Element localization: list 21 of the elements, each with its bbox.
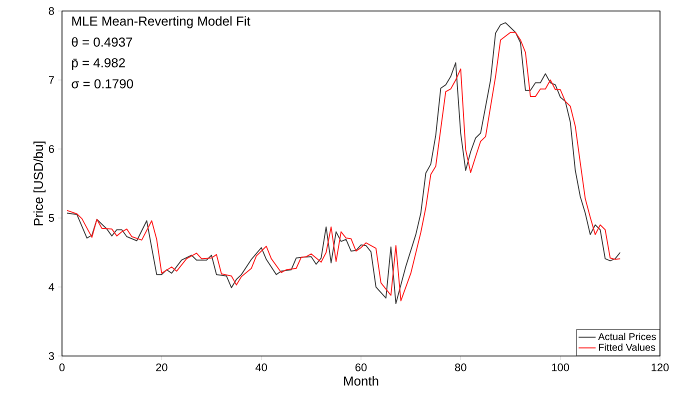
y-tick-label: 4 xyxy=(48,283,54,291)
legend-label: Fitted Values xyxy=(598,344,656,351)
y-tick-label: 7 xyxy=(48,76,54,84)
x-tick-label: 120 xyxy=(652,364,669,372)
x-tick-label: 80 xyxy=(455,364,466,372)
y-tick-label: 8 xyxy=(48,7,54,15)
y-tick-label: 5 xyxy=(48,214,54,222)
y-tick-label: 3 xyxy=(48,352,54,360)
x-tick-label: 60 xyxy=(355,364,367,372)
x-axis-title: Month xyxy=(344,376,378,386)
annotation: p̄ = 4.982 xyxy=(72,58,125,70)
x-tick-label: 20 xyxy=(156,364,168,372)
annotation: θ = 0.4937 xyxy=(72,37,132,47)
x-tick-label: 40 xyxy=(255,364,267,372)
y-tick-label: 6 xyxy=(48,145,54,153)
annotation: σ = 0.1790 xyxy=(72,79,134,88)
x-tick-label: 100 xyxy=(552,364,570,372)
annotation: MLE Mean-Reverting Model Fit xyxy=(72,16,250,28)
x-tick-label: 0 xyxy=(59,364,65,372)
legend-label: Actual Prices xyxy=(598,332,656,340)
y-axis-title: Price [USD/bu] xyxy=(33,142,46,226)
